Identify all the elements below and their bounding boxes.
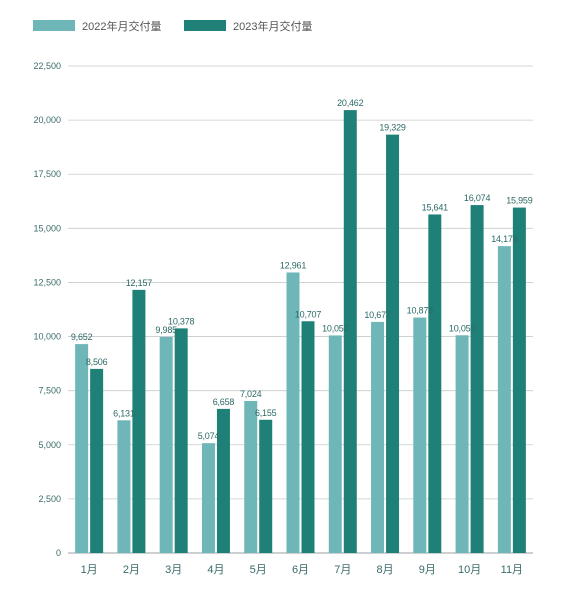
bar-2022: [75, 344, 89, 553]
bar-2023: [512, 207, 526, 554]
x-category-label: 7月: [334, 564, 351, 576]
data-label: 6,131: [113, 408, 135, 418]
y-tick-label: 0: [56, 548, 61, 558]
data-label: 10,052: [322, 323, 349, 333]
y-tick-label: 15,000: [33, 223, 61, 233]
gridlines: [68, 65, 533, 554]
data-label: 14,178: [491, 234, 518, 244]
legend: 2022年月交付量 2023年月交付量: [33, 19, 312, 33]
bar-2022: [497, 246, 511, 553]
data-label: 6,155: [255, 408, 277, 418]
x-category-label: 5月: [250, 564, 267, 576]
x-category-label: 1月: [81, 564, 98, 576]
x-category-label: 6月: [292, 564, 309, 576]
bar-2023: [259, 419, 273, 553]
x-axis-category-labels: 1月 2月 3月 4月 5月 6月 7月 8月 9月 10月 11月: [81, 564, 524, 576]
bar-2023: [470, 205, 484, 553]
x-category-label: 11月: [501, 564, 523, 576]
legend-swatch-2022: [33, 20, 75, 31]
data-label: 16,074: [464, 193, 491, 203]
x-category-label: 10月: [458, 564, 481, 576]
x-category-label: 9月: [419, 564, 436, 576]
data-label: 10,677: [364, 310, 391, 320]
data-label: 19,329: [379, 123, 406, 133]
bars: [75, 110, 526, 554]
data-label: 20,462: [337, 98, 364, 108]
bar-2022: [286, 272, 300, 553]
bar-2022: [455, 335, 469, 553]
x-category-label: 4月: [207, 564, 224, 576]
bar-2022: [371, 321, 385, 553]
data-label: 12,157: [126, 278, 153, 288]
y-tick-label: 22,500: [33, 61, 61, 71]
data-label: 10,378: [168, 316, 195, 326]
y-tick-label: 2,500: [38, 494, 61, 504]
bar-2023: [428, 214, 442, 554]
bar-2023: [90, 368, 104, 553]
data-label: 10,878: [407, 306, 434, 316]
y-tick-label: 10,000: [33, 332, 61, 342]
y-tick-label: 5,000: [38, 440, 61, 450]
data-label: 9,652: [71, 332, 93, 342]
legend-label-2023: 2023年月交付量: [233, 19, 312, 33]
bar-2023: [386, 134, 400, 554]
bar-2022: [159, 336, 173, 553]
data-label: 6,658: [213, 397, 235, 407]
bar-2022: [244, 400, 258, 553]
y-tick-label: 12,500: [33, 277, 61, 287]
legend-label-2022: 2022年月交付量: [82, 19, 161, 33]
data-label: 10,059: [449, 323, 476, 333]
data-label: 15,959: [506, 196, 533, 206]
data-label: 15,641: [422, 202, 449, 212]
bar-2022: [413, 317, 427, 553]
bar-2023: [343, 110, 357, 553]
bar-2023: [132, 289, 146, 553]
bar-2022: [117, 420, 131, 553]
y-tick-label: 17,500: [33, 169, 61, 179]
x-category-label: 3月: [165, 564, 182, 576]
data-label: 12,961: [280, 260, 307, 270]
data-label: 9,985: [155, 325, 177, 335]
legend-swatch-2023: [184, 20, 226, 31]
data-label: 7,024: [240, 389, 262, 399]
bar-2022: [328, 335, 342, 553]
data-label: 8,506: [86, 357, 108, 367]
y-tick-label: 20,000: [33, 115, 61, 125]
bar-2022: [201, 443, 215, 553]
y-tick-label: 7,500: [38, 386, 61, 396]
bar-2023: [301, 321, 315, 553]
bar-2023: [174, 328, 188, 553]
y-axis-tick-labels: 0 2,500 5,000 7,500 10,000 12,500 15,000 17,500…: [33, 61, 61, 558]
x-category-label: 8月: [376, 564, 393, 576]
data-label: 10,707: [295, 309, 322, 319]
bar-2023: [216, 408, 230, 553]
data-label: 5,074: [198, 431, 220, 441]
x-category-label: 2月: [123, 564, 140, 576]
